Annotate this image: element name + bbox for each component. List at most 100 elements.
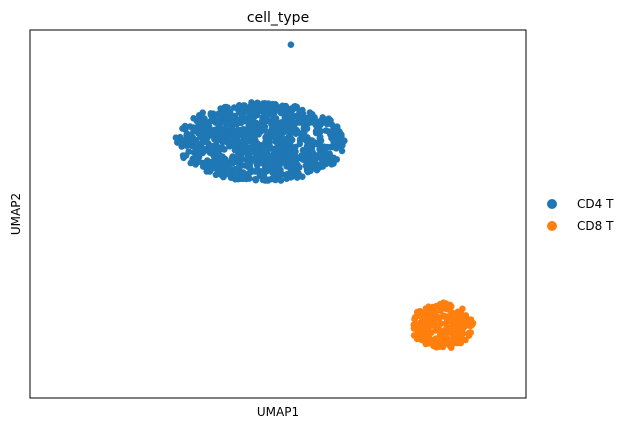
point-cd4-t	[232, 175, 240, 183]
point-cd4-t	[208, 143, 216, 150]
point-cd4-t	[255, 131, 262, 138]
point-cd4-t	[236, 108, 244, 116]
point-cd4-t	[201, 147, 209, 154]
point-cd4-t	[252, 167, 259, 175]
point-cd4-t	[217, 155, 224, 162]
point-cd4-t	[270, 113, 277, 121]
legend-label-cd8-t: CD8 T	[577, 219, 614, 233]
point-cd4-t	[245, 108, 252, 116]
point-cd4-t	[267, 108, 274, 115]
point-cd4-t	[218, 130, 225, 138]
point-cd4-t	[193, 140, 200, 147]
point-cd8-t	[410, 325, 418, 332]
point-cd4-t	[252, 102, 259, 109]
point-cd4-t	[311, 154, 319, 161]
point-cd4-t	[247, 158, 254, 165]
point-cd4-t	[285, 117, 293, 124]
point-cd4-t	[264, 176, 272, 183]
point-cd4-t	[286, 124, 294, 132]
point-cd4-t	[245, 145, 252, 153]
point-cd4-t	[292, 148, 299, 155]
point-cd8-t	[436, 343, 444, 350]
point-cd4-t	[174, 138, 181, 145]
point-cd8-t	[447, 315, 455, 322]
point-cd4-t	[253, 140, 261, 147]
point-cd4-t	[307, 163, 315, 170]
point-cd4-t	[213, 137, 220, 145]
point-cd4-t	[325, 115, 333, 122]
point-cd4-t	[199, 163, 207, 170]
point-cd4-t	[293, 103, 301, 111]
point-cd4-t	[242, 117, 249, 124]
point-cd4-t	[189, 134, 197, 142]
point-cd8-t	[424, 317, 431, 325]
point-cd4-t	[218, 138, 226, 145]
point-cd8-t	[467, 329, 475, 336]
point-cd4-t	[313, 166, 321, 174]
point-cd8-t	[423, 327, 430, 334]
point-cd4-t	[236, 164, 243, 171]
point-cd4-t	[272, 145, 279, 153]
point-cd8-t	[450, 320, 457, 327]
legend: CD4 T CD8 T	[547, 197, 614, 233]
point-cd4-t	[241, 102, 248, 109]
point-cd4-t	[276, 171, 283, 178]
point-cd4-t	[239, 169, 247, 176]
point-cd4-t	[228, 124, 235, 132]
point-cd8-t	[454, 315, 462, 323]
point-cd8-t	[437, 331, 444, 338]
point-cd4-t	[191, 155, 199, 163]
points-layer	[172, 41, 477, 352]
point-cd8-t	[435, 324, 442, 332]
point-cd4-t	[295, 163, 303, 171]
point-cd4-t	[244, 151, 252, 159]
point-cd4-t	[305, 118, 313, 126]
point-cd4-t	[212, 126, 219, 134]
point-cd4-t	[231, 130, 238, 138]
point-cd4-t	[238, 140, 245, 148]
point-cd4-t	[261, 119, 268, 127]
legend-marker-cd8-t	[547, 221, 557, 231]
point-cd4-t	[304, 143, 312, 150]
point-cd4-t	[303, 158, 311, 166]
point-cd4-t	[287, 174, 295, 181]
point-cd4-t	[240, 126, 247, 133]
point-cd4-t	[249, 120, 257, 128]
point-cd4-t	[191, 125, 198, 132]
point-cd4-t	[319, 114, 327, 121]
point-cd8-t	[459, 305, 466, 313]
legend-label-cd4-t: CD4 T	[577, 197, 614, 211]
point-cd4-t	[328, 161, 335, 168]
point-cd4-t	[230, 104, 238, 111]
point-cd4-t	[330, 154, 338, 162]
point-cd4-t	[246, 169, 254, 176]
point-cd8-t	[442, 320, 450, 328]
point-cd8-t	[413, 335, 421, 343]
point-cd4-t	[296, 119, 303, 126]
point-cd8-t	[434, 337, 442, 345]
point-cd4-t	[212, 117, 220, 124]
point-cd4-t	[267, 164, 274, 172]
point-cd4-t	[212, 164, 220, 172]
point-cd8-t	[440, 338, 448, 345]
point-cd8-t	[437, 307, 444, 315]
point-cd4-t	[253, 162, 261, 169]
point-cd4-t	[252, 176, 260, 184]
point-cd4-t	[291, 157, 299, 164]
point-cd4-t	[282, 106, 289, 113]
point-cd8-t	[416, 307, 424, 315]
point-cd4-t	[199, 109, 206, 116]
point-cd4-t	[299, 112, 306, 120]
point-cd4-t	[247, 103, 254, 111]
point-cd8-t	[461, 313, 469, 321]
point-cd4-t	[293, 174, 301, 181]
point-cd4-t	[248, 139, 256, 146]
point-cd4-t	[278, 132, 285, 140]
point-cd4-t	[220, 145, 227, 153]
legend-marker-cd4-t	[547, 199, 557, 209]
point-cd4-t	[285, 147, 293, 154]
point-cd4-t	[263, 147, 271, 155]
point-cd4-t	[259, 176, 267, 184]
x-axis-label: UMAP1	[257, 405, 299, 419]
